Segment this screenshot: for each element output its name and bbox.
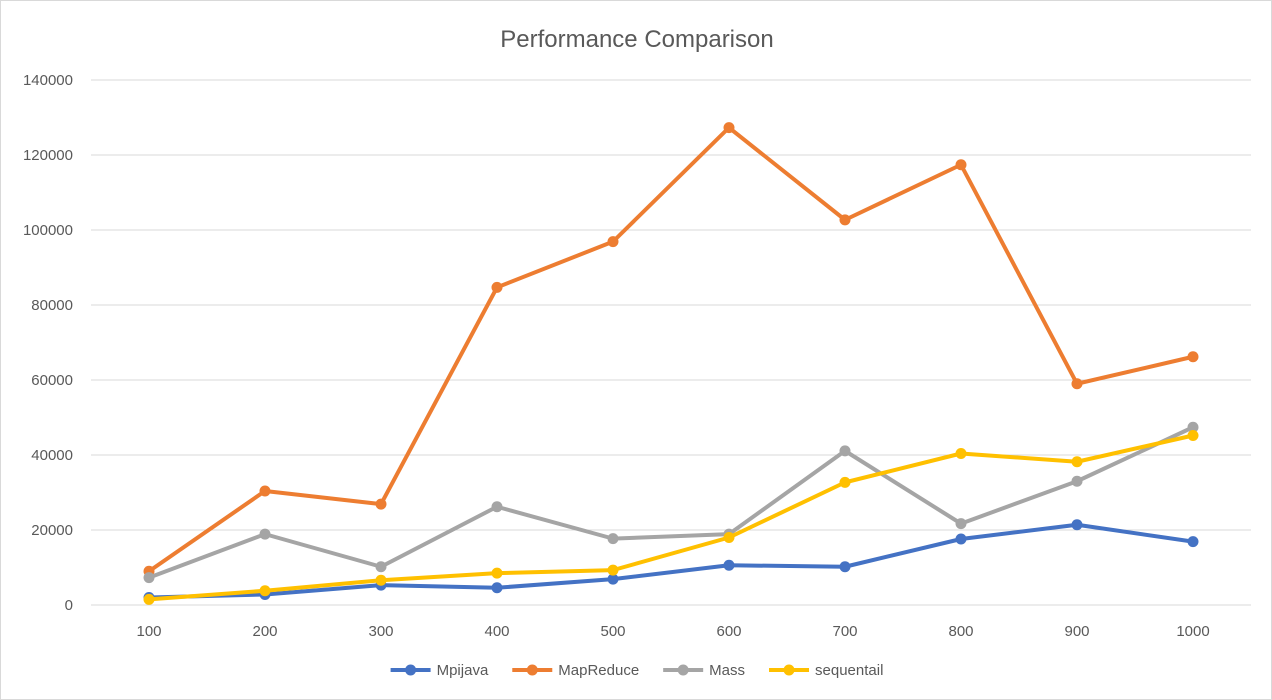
data-point	[375, 561, 387, 573]
data-point	[839, 445, 851, 457]
data-point	[723, 559, 735, 571]
data-point	[955, 533, 967, 545]
data-point	[1187, 536, 1199, 548]
data-point	[491, 567, 503, 579]
x-tick-label: 500	[600, 623, 625, 640]
x-tick-label: 100	[136, 623, 161, 640]
series-mapreduce	[143, 122, 1199, 577]
y-tick-label: 0	[65, 597, 73, 614]
data-point	[1071, 378, 1083, 390]
data-point	[723, 532, 735, 543]
x-tick-label: 900	[1064, 623, 1089, 640]
x-axis-ticks: 100 200 300 400 500 600 700 800 900 1000	[136, 623, 1209, 640]
series-lines	[143, 122, 1199, 605]
data-point	[1071, 519, 1083, 531]
data-point	[955, 159, 967, 171]
y-tick-label: 40000	[31, 447, 73, 464]
series-line	[147, 125, 1195, 574]
legend-marker-icon	[677, 664, 689, 676]
legend-item-mass: Mass	[663, 662, 745, 679]
legend-label: Mpijava	[437, 662, 489, 679]
data-point	[143, 593, 155, 605]
chart-title: Performance Comparison	[500, 26, 773, 53]
y-tick-label: 80000	[31, 297, 73, 314]
data-point	[1071, 456, 1083, 468]
y-tick-label: 140000	[23, 72, 73, 89]
x-tick-label: 700	[832, 623, 857, 640]
legend-item-mapreduce: MapReduce	[512, 662, 639, 679]
legend-label: MapReduce	[558, 662, 639, 679]
legend-label: Mass	[709, 662, 745, 679]
x-tick-label: 300	[368, 623, 393, 640]
data-point	[723, 122, 735, 134]
data-point	[607, 236, 619, 248]
data-point	[259, 585, 271, 597]
data-point	[491, 281, 503, 293]
y-tick-label: 60000	[31, 372, 73, 389]
legend-marker-icon	[405, 664, 417, 676]
gridlines	[91, 79, 1251, 606]
legend-label: sequentail	[815, 662, 883, 679]
data-point	[1187, 421, 1199, 433]
data-point	[1187, 430, 1199, 441]
data-point	[491, 501, 503, 513]
data-point	[839, 561, 851, 573]
y-tick-label: 120000	[23, 147, 73, 164]
x-tick-label: 600	[716, 623, 741, 640]
data-point	[607, 564, 619, 576]
data-point	[839, 214, 851, 226]
x-tick-label: 1000	[1176, 623, 1209, 640]
legend-item-sequentail: sequentail	[769, 662, 883, 679]
y-tick-label: 20000	[31, 522, 73, 539]
data-point	[955, 448, 967, 459]
x-tick-label: 400	[484, 623, 509, 640]
data-point	[607, 573, 619, 585]
legend-marker-icon	[783, 664, 795, 676]
series-mpijava	[143, 519, 1199, 603]
legend: Mpijava MapReduce Mass sequentail	[390, 662, 883, 679]
x-tick-label: 200	[252, 623, 277, 640]
data-point	[839, 476, 851, 488]
series-line	[147, 433, 1195, 602]
data-point	[259, 485, 271, 497]
y-tick-label: 100000	[23, 222, 73, 239]
data-point	[607, 533, 619, 545]
series-line	[147, 522, 1195, 600]
data-point	[1071, 475, 1083, 487]
data-point	[143, 572, 155, 584]
data-point	[955, 518, 967, 530]
series-sequentail	[143, 430, 1199, 605]
data-point	[375, 574, 387, 586]
data-point	[259, 528, 271, 540]
series-mass	[143, 421, 1199, 584]
y-axis-ticks: 0 20000 40000 60000 80000 100000 120000 140000	[23, 72, 73, 614]
series-line	[147, 425, 1195, 580]
data-point	[375, 498, 387, 510]
legend-item-mpijava: Mpijava	[390, 662, 489, 679]
x-tick-label: 800	[948, 623, 973, 640]
data-point	[491, 582, 503, 594]
data-point	[1187, 351, 1199, 363]
legend-marker-icon	[526, 664, 538, 676]
